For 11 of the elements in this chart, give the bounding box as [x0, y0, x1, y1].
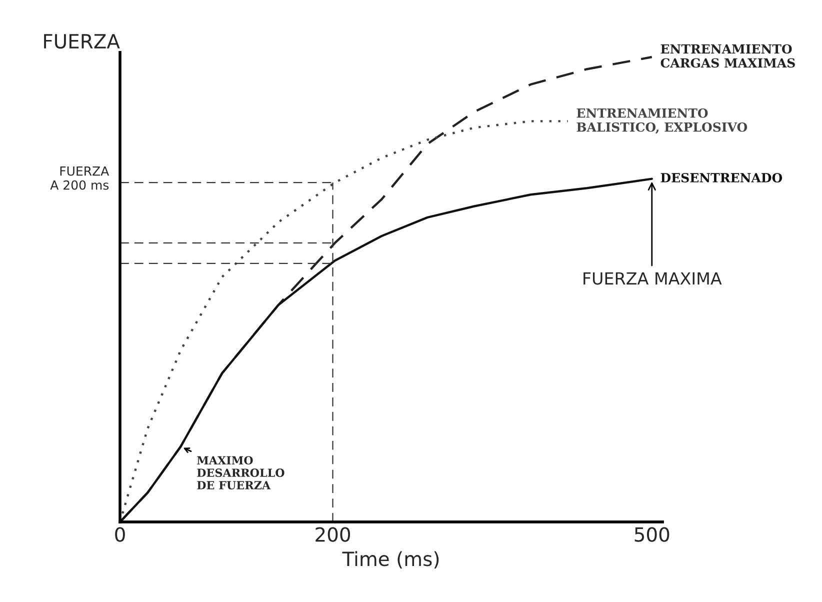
y-axis-title: FUERZA: [44, 34, 120, 49]
annotation: MAXIMO DESARROLLO DE FUERZA: [197, 456, 284, 490]
series-label: DESENTRENADO: [660, 173, 782, 182]
x-axis-title: Time (ms): [342, 551, 439, 569]
x-tick-label: 500: [634, 527, 670, 542]
ref-line-label: FUERZA A 200 ms: [50, 166, 110, 190]
x-tick-label: 200: [316, 527, 350, 542]
series-label: ENTRENAMIENTO CARGAS MAXIMAS: [660, 44, 795, 68]
x-tick-label: 0: [115, 527, 125, 542]
annotation: FUERZA MAXIMA: [584, 272, 722, 285]
series-label: ENTRENAMIENTO BALISTICO, EXPLOSIVO: [576, 108, 748, 134]
